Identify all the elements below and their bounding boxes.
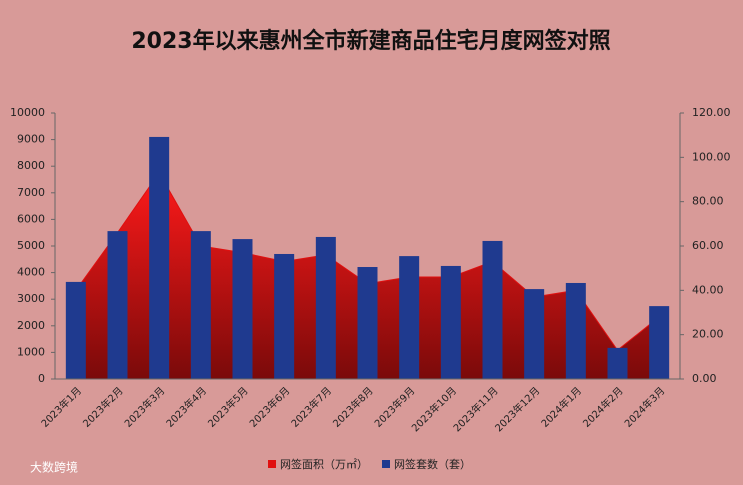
area-fill bbox=[75, 172, 660, 379]
y-tick-label: 9000 bbox=[17, 133, 45, 146]
bar bbox=[649, 306, 670, 379]
bar bbox=[399, 256, 420, 379]
bar bbox=[482, 240, 503, 379]
bar bbox=[315, 236, 336, 379]
y-tick-label: 1000 bbox=[17, 345, 45, 358]
y-tick-label: 5000 bbox=[17, 239, 45, 252]
bar bbox=[65, 281, 86, 379]
bar bbox=[107, 231, 128, 379]
y-tick-label: 0 bbox=[38, 372, 45, 385]
y2-tick-label: 60.00 bbox=[692, 239, 724, 252]
x-tick-label: 2023年7月 bbox=[288, 384, 334, 430]
x-tick-label: 2023年4月 bbox=[163, 384, 209, 430]
bar bbox=[190, 231, 211, 379]
bar bbox=[440, 265, 461, 379]
bar bbox=[274, 253, 295, 379]
bar bbox=[357, 267, 378, 379]
source: 大数跨境 bbox=[30, 460, 78, 475]
x-tick-label: 2024年1月 bbox=[538, 384, 584, 430]
x-tick-label: 2023年8月 bbox=[330, 384, 376, 430]
y2-tick-label: 100.00 bbox=[692, 150, 731, 163]
x-tick-label: 2023年6月 bbox=[247, 384, 293, 430]
x-tick-label: 2023年3月 bbox=[122, 384, 168, 430]
y-tick-label: 6000 bbox=[17, 212, 45, 225]
x-tick-label: 2023年1月 bbox=[38, 384, 84, 430]
x-tick-label: 2024年3月 bbox=[622, 384, 668, 430]
x-tick-label: 2023年9月 bbox=[372, 384, 418, 430]
y-tick-label: 7000 bbox=[17, 186, 45, 199]
legend-swatch bbox=[268, 460, 276, 468]
y2-tick-label: 40.00 bbox=[692, 283, 724, 296]
y2-tick-label: 0.00 bbox=[692, 372, 717, 385]
y-tick-label: 4000 bbox=[17, 266, 45, 279]
x-tick-label: 2023年5月 bbox=[205, 384, 251, 430]
y-tick-label: 3000 bbox=[17, 292, 45, 305]
y2-tick-label: 80.00 bbox=[692, 195, 724, 208]
y-tick-label: 2000 bbox=[17, 319, 45, 332]
y2-tick-label: 120.00 bbox=[692, 106, 731, 119]
legend-label: 网签面积（万㎡） bbox=[280, 457, 368, 471]
bar bbox=[524, 289, 545, 379]
y2-tick-label: 20.00 bbox=[692, 328, 724, 341]
y-tick-label: 10000 bbox=[10, 106, 45, 119]
x-tick-label: 2023年2月 bbox=[80, 384, 126, 430]
bar bbox=[607, 347, 628, 379]
legend-label: 网签套数（套） bbox=[394, 457, 471, 471]
bar bbox=[565, 282, 586, 379]
y-tick-label: 8000 bbox=[17, 159, 45, 172]
bar bbox=[232, 239, 253, 379]
bar bbox=[149, 136, 170, 379]
chart-title: 2023年以来惠州全市新建商品住宅月度网签对照 bbox=[131, 28, 610, 54]
x-tick-label: 2023年12月 bbox=[492, 384, 542, 434]
legend-swatch bbox=[382, 460, 390, 468]
x-tick-label: 2024年2月 bbox=[580, 384, 626, 430]
